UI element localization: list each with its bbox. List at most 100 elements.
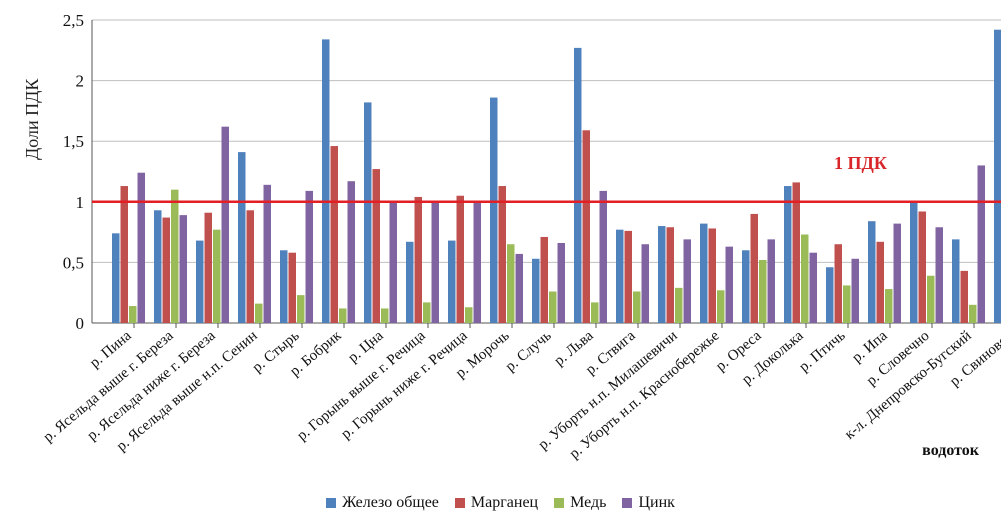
bar bbox=[381, 308, 389, 323]
bar bbox=[977, 165, 985, 323]
bar bbox=[725, 246, 733, 323]
bar bbox=[927, 275, 935, 323]
legend-label-zinc: Цинк bbox=[638, 494, 675, 511]
bar bbox=[750, 213, 758, 323]
y-tick-label: 1,5 bbox=[63, 132, 84, 151]
bar bbox=[633, 291, 641, 323]
bar bbox=[851, 258, 859, 323]
bar bbox=[431, 201, 439, 323]
bar bbox=[742, 250, 750, 323]
bar bbox=[246, 210, 254, 323]
bar bbox=[910, 200, 918, 323]
bar bbox=[885, 289, 893, 323]
bar bbox=[675, 287, 683, 323]
bar bbox=[137, 172, 145, 323]
bar bbox=[372, 169, 380, 323]
bar bbox=[540, 236, 548, 323]
bar bbox=[591, 302, 599, 323]
bar bbox=[322, 39, 330, 323]
bar bbox=[801, 234, 809, 323]
bar bbox=[339, 308, 347, 323]
bar bbox=[448, 240, 456, 323]
bar bbox=[599, 190, 607, 323]
bar bbox=[456, 195, 464, 323]
bar bbox=[162, 217, 170, 323]
y-tick-label: 1 bbox=[76, 193, 85, 212]
y-axis-label: Доли ПДК bbox=[22, 78, 42, 160]
bar bbox=[288, 252, 296, 323]
bar bbox=[935, 227, 943, 323]
bar bbox=[490, 97, 498, 324]
bar bbox=[465, 307, 473, 323]
bar bbox=[834, 244, 842, 323]
bar bbox=[893, 223, 901, 323]
y-tick-label: 2,5 bbox=[63, 11, 84, 30]
bar bbox=[549, 291, 557, 323]
legend-item-iron: Железо общее bbox=[326, 494, 439, 512]
bar bbox=[792, 182, 800, 323]
bar bbox=[297, 295, 305, 323]
bar bbox=[238, 152, 246, 323]
legend: Железо общее Марганец Медь Цинк bbox=[0, 494, 1001, 513]
bar bbox=[658, 226, 666, 323]
bar bbox=[574, 47, 582, 323]
bar bbox=[364, 102, 372, 323]
legend-swatch-zinc bbox=[622, 498, 633, 508]
bar bbox=[171, 189, 179, 323]
bar bbox=[196, 240, 204, 323]
bar bbox=[767, 239, 775, 323]
bar bbox=[759, 259, 767, 323]
bar bbox=[876, 241, 884, 323]
bar bbox=[179, 215, 187, 323]
bar bbox=[960, 270, 968, 323]
legend-label-manganese: Марганец bbox=[470, 494, 539, 511]
x-category-label: р. Птичь bbox=[796, 328, 848, 376]
bar bbox=[515, 253, 523, 323]
bar bbox=[616, 229, 624, 323]
bar bbox=[683, 239, 691, 323]
bar bbox=[918, 211, 926, 323]
bar bbox=[994, 29, 1001, 324]
legend-swatch-copper bbox=[554, 498, 565, 508]
bar bbox=[582, 130, 590, 323]
bar bbox=[498, 186, 506, 323]
bar bbox=[717, 290, 725, 323]
bar bbox=[120, 186, 128, 323]
legend-label-copper: Медь bbox=[570, 494, 607, 511]
bar bbox=[221, 126, 229, 323]
bar bbox=[952, 239, 960, 323]
bar bbox=[423, 302, 431, 323]
bar bbox=[406, 241, 414, 323]
bar bbox=[868, 221, 876, 323]
bar bbox=[557, 243, 565, 323]
bar bbox=[666, 227, 674, 323]
bar bbox=[708, 228, 716, 323]
reference-line-label: 1 ПДК bbox=[834, 153, 887, 173]
bar bbox=[305, 190, 313, 323]
legend-item-manganese: Марганец bbox=[454, 494, 539, 512]
bar bbox=[843, 285, 851, 323]
bar bbox=[129, 306, 137, 323]
bar bbox=[213, 229, 221, 323]
y-tick-label: 0 bbox=[76, 314, 85, 333]
bar bbox=[112, 233, 120, 323]
bar bbox=[507, 244, 515, 323]
legend-item-copper: Медь bbox=[554, 494, 606, 512]
bar bbox=[389, 203, 397, 323]
bar bbox=[532, 258, 540, 323]
bar bbox=[204, 212, 212, 323]
bar bbox=[700, 223, 708, 323]
bar bbox=[641, 244, 649, 323]
legend-swatch-manganese bbox=[454, 498, 465, 508]
bar bbox=[347, 181, 355, 323]
bar bbox=[263, 184, 271, 323]
bar bbox=[154, 210, 162, 323]
bar bbox=[809, 252, 817, 323]
y-tick-label: 2 bbox=[76, 72, 85, 91]
legend-swatch-iron bbox=[326, 498, 337, 508]
bar bbox=[784, 186, 792, 323]
bar bbox=[624, 230, 632, 323]
x-axis-label: водоток bbox=[922, 442, 979, 459]
x-category-label: р. Случь bbox=[503, 328, 555, 375]
